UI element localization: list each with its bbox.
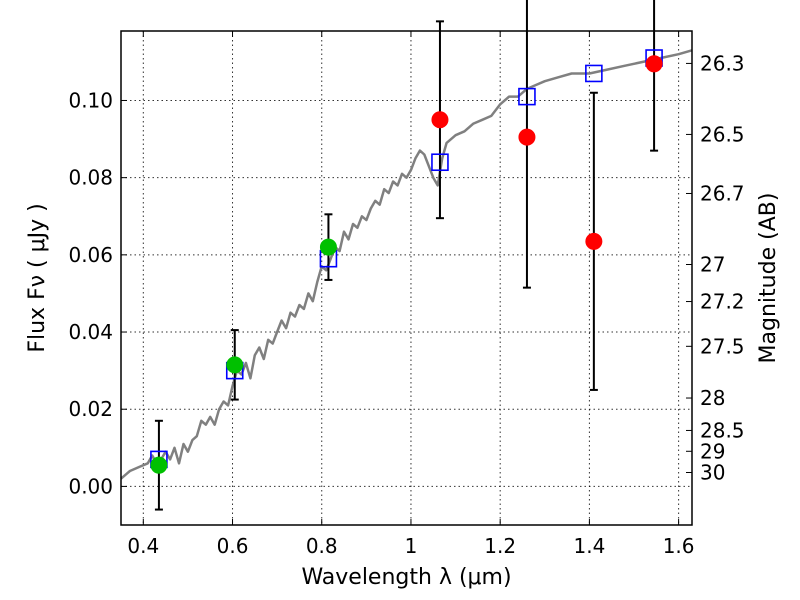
grid-lines [121,31,692,525]
model-photometry-square [518,87,536,106]
magnitude-tick-label: 28.5 [700,418,745,442]
magnitude-tick-label: 26.7 [700,181,745,205]
x-ticks: 0.4 0.6 0.8 1 1.2 1.4 1.6 [127,31,695,558]
upper-limit-point [518,128,536,146]
magnitude-tick-label: 29 [700,439,725,463]
x-tick-label: 1 [405,534,418,558]
upper-limit-point [645,55,663,73]
magnitude-tick-label: 26.5 [700,122,745,146]
y-tick-label: 0.00 [68,474,113,498]
spectrum-layer [120,49,693,480]
x-tick-label: 0.4 [127,534,159,558]
y-tick-label: 0.04 [68,320,113,344]
model-photometry-square [585,64,603,83]
x-tick-label: 1.2 [484,534,516,558]
magnitude-tick-label: 26.3 [700,51,745,75]
x-tick-label: 1.6 [663,534,695,558]
x-tick-label: 0.6 [217,534,249,558]
detection-point [319,238,337,256]
x-tick-label: 1.4 [573,534,605,558]
detection-point [226,356,244,374]
magnitude-tick-label: 27 [700,252,725,276]
model-spectrum-line [120,49,693,480]
magnitude-tick-label: 30 [700,461,725,485]
x-tick-label: 0.8 [306,534,338,558]
y-ticks: 0.00 0.02 0.04 0.06 0.08 0.10 [68,88,127,498]
y-tick-label: 0.10 [68,88,113,112]
upper-limit-point [585,232,603,250]
y-axis-label: Flux Fν ( μJy ) [25,203,50,352]
y-tick-label: 0.06 [68,243,113,267]
detection-point [150,456,168,474]
y-tick-label: 0.08 [68,166,113,190]
magnitude-tick-label: 28 [700,386,725,410]
x-axis-label: Wavelength λ (μm) [301,565,511,590]
upper-limit-point [431,111,449,129]
y-axis-right-label: Magnitude (AB) [756,193,781,364]
model-photometry-square [431,153,449,172]
marker-layer [150,49,663,474]
magnitude-tick-label: 27.5 [700,334,745,358]
magnitude-tick-label: 27.2 [700,290,745,314]
y-tick-label: 0.02 [68,397,113,421]
plot-frame [120,30,693,526]
